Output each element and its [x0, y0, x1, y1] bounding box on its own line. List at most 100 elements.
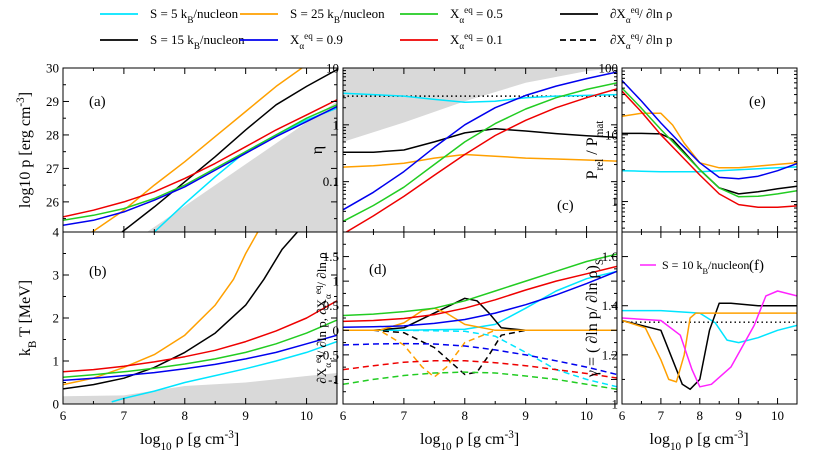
x-axis-label: log10 ρ [g cm-3]: [650, 429, 749, 453]
legend-label-s10-part: /nucleon: [708, 258, 749, 272]
y-tick-label: 0.1: [323, 174, 339, 189]
series-line-x-0-5: [343, 82, 617, 223]
y-axis-label-part: eq: [313, 285, 323, 294]
series-line-s-15: [120, 69, 337, 232]
panel-frame: [621, 231, 798, 405]
series-line-x-0-1: [63, 99, 337, 218]
legend-label-4-part: B: [194, 41, 200, 51]
series-line-x-0-9: [622, 79, 797, 180]
legend-label-3-part: / ∂ln ρ: [639, 6, 672, 21]
y-tick-label: 1: [333, 274, 340, 289]
x-axis-label-part: 10: [440, 441, 452, 453]
panel-label: (c): [557, 198, 574, 214]
legend-label-s10-part: S = 10 k: [662, 258, 702, 272]
series-line-s-15: [63, 232, 298, 390]
x-axis-label-part: ]: [514, 431, 519, 448]
y-axis-label: kB T [MeV]: [17, 280, 39, 356]
y-axis-label-part: η: [309, 146, 326, 154]
series-line-x-0-9-d-: [343, 270, 617, 329]
legend-label-2-part: eq: [464, 5, 473, 15]
series-line-x-0-9: [63, 334, 337, 382]
y-axis-label-part: -3: [15, 97, 27, 107]
legend-label-7-part: ∂X: [610, 32, 626, 47]
legend-label-5-part: eq: [304, 31, 313, 41]
legend-label-5-part: X: [290, 32, 300, 47]
x-axis-label-part: ]: [234, 431, 239, 448]
y-tick-label: 1: [612, 397, 619, 412]
y-axis-label-part: B: [27, 341, 39, 348]
y-tick-label: 1.2: [602, 347, 618, 362]
x-axis-label-part: ρ [g cm: [452, 431, 505, 448]
legend-label-6-part: α: [459, 41, 464, 51]
legend-label-0: S = 5 kB/nucleon: [150, 6, 239, 25]
series-line-s-15: [622, 302, 797, 391]
y-axis-label: ∂Xαeq/ ∂ln p, ∂Xαeq/ ∂ln ρ: [313, 252, 333, 383]
legend-label-2-part: X: [450, 6, 460, 21]
series-line-x-0-5-d-: [343, 253, 617, 317]
series-line-x-0-9: [63, 105, 337, 227]
x-tick-label: 9: [242, 408, 249, 423]
series-line-s-15-dp: [343, 329, 617, 376]
legend-label-6-part: X: [450, 32, 460, 47]
x-tick-label: 7: [658, 408, 665, 423]
panel-c: 0.1 1 10 (c) η: [309, 61, 618, 233]
y-axis-label: γ = ( ∂ln p/ ∂ln ρ)S: [584, 259, 606, 378]
series-line-s-5: [111, 340, 337, 403]
y-tick-label: -0.5: [318, 347, 339, 362]
x-tick-label: 7: [401, 408, 408, 423]
y-axis-label-part: ]: [17, 92, 34, 97]
y-tick-label: 26: [46, 194, 60, 209]
legend-label-5: Xαeq = 0.9: [290, 31, 343, 51]
x-axis-label-part: ρ [g cm: [172, 431, 225, 448]
y-tick-label: 28: [46, 127, 59, 142]
series-line-x-0-1: [344, 88, 617, 232]
y-tick-label: 30: [46, 61, 59, 76]
series-line-s-15: [343, 128, 617, 153]
y-tick-label: 1: [612, 194, 619, 209]
x-axis-label-part: log: [140, 431, 160, 448]
y-axis-label-part: T [MeV]: [17, 280, 34, 341]
y-axis-label-part: α: [323, 294, 333, 299]
legend-label-3-part: α: [626, 15, 631, 25]
legend-label-2: Xαeq = 0.5: [450, 5, 503, 25]
y-axis-label-part: rel: [594, 159, 606, 171]
shaded-region: [343, 68, 617, 142]
y-axis-label: η: [309, 146, 326, 154]
x-tick-label: 6: [340, 408, 347, 423]
y-tick-label: -1: [328, 372, 339, 387]
y-tick-label: 100: [599, 61, 619, 76]
y-tick-label: 0.5: [323, 298, 339, 313]
plot-area: [343, 68, 617, 232]
x-tick-label: 8: [462, 408, 469, 423]
series-line-s-15-d-: [343, 297, 617, 332]
panel-a: 26 27 28 29 30 (a) log10 p [erg cm-3]: [15, 61, 338, 233]
y-axis-label-part: k: [17, 348, 34, 356]
shaded-region: [147, 101, 337, 232]
plot-area: [622, 79, 797, 209]
x-axis-label: log10 ρ [g cm-3]: [140, 429, 239, 453]
panel-label: (d): [369, 262, 387, 278]
legend-label-6: Xαeq = 0.1: [450, 31, 503, 51]
x-axis-label-part: log: [420, 431, 440, 448]
series-line-x-0-5-dp: [343, 371, 617, 391]
legend-label-4: S = 15 kB/nucleon: [150, 32, 245, 51]
y-tick-label: 1.4: [602, 298, 619, 313]
y-axis-label-part: / P: [584, 137, 601, 158]
series-line-s-25: [622, 112, 797, 169]
y-axis-label-part: P: [584, 170, 601, 179]
plot-area: [343, 253, 617, 391]
x-axis-label-part: log: [650, 431, 670, 448]
plot-area: [63, 232, 337, 404]
legend-label-6-part: = 0.1: [473, 32, 503, 47]
x-tick-label: 6: [619, 408, 626, 423]
plot-area: [63, 68, 337, 232]
legend-label-2-part: α: [459, 15, 464, 25]
y-tick-label: 29: [46, 94, 59, 109]
legend-label-6-part: eq: [464, 31, 473, 41]
panel-label: (f): [749, 258, 764, 274]
x-axis-label-part: 10: [160, 441, 172, 453]
series-line-x-0-5: [622, 87, 797, 198]
legend-label-4-part: /nucleon: [200, 32, 245, 47]
